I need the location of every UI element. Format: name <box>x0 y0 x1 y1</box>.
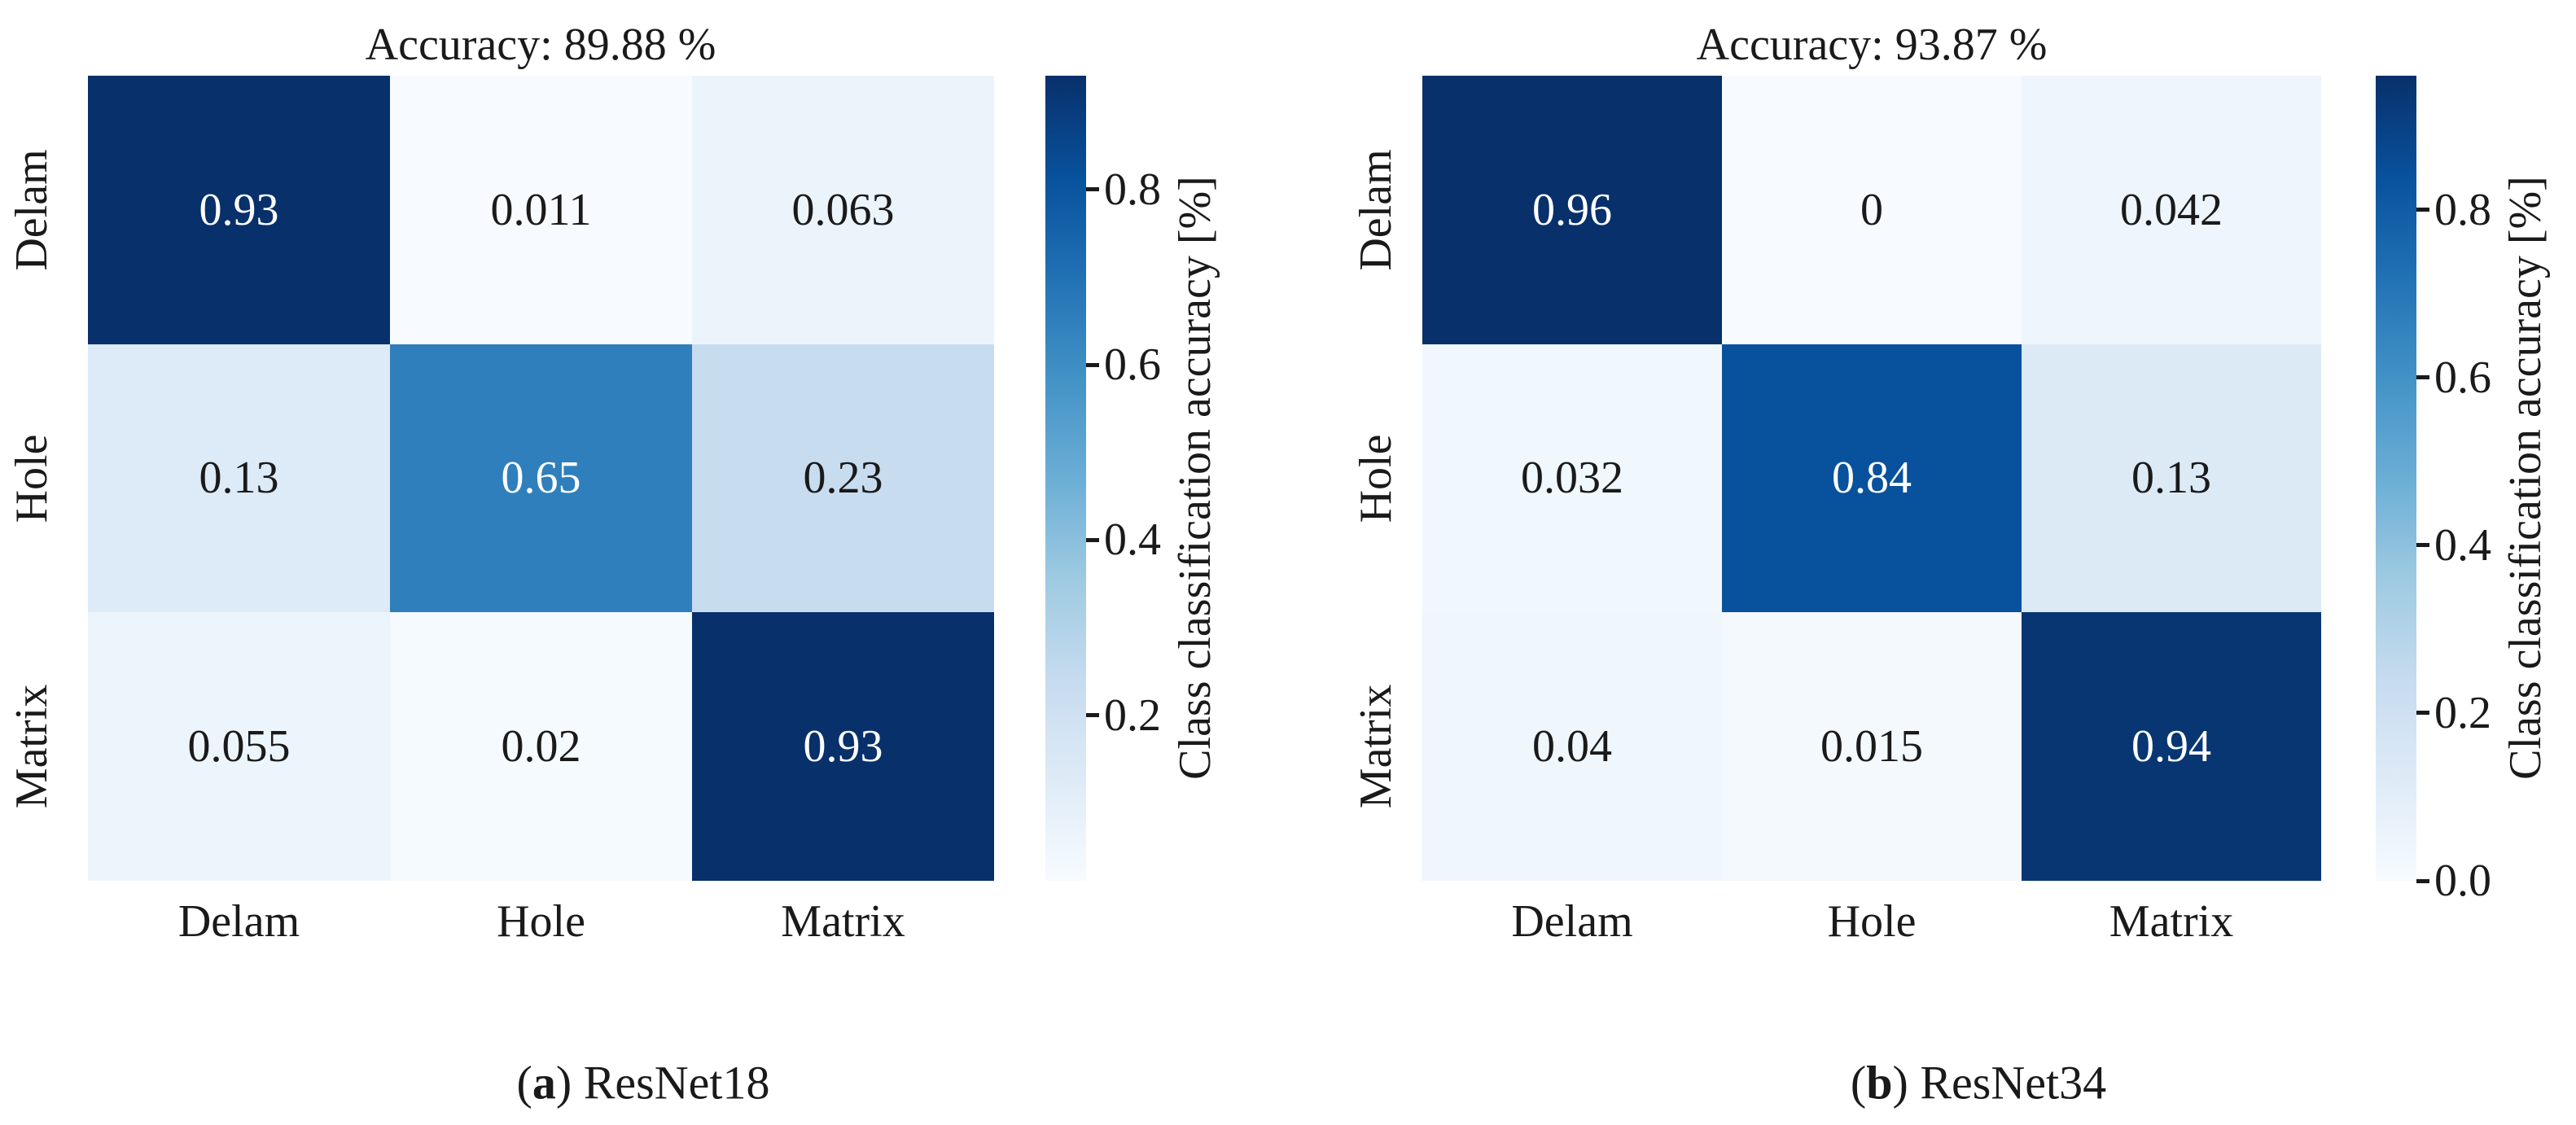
colorbar-tick-label: 0.6 <box>2434 352 2491 403</box>
x-tick-label: Delam <box>177 896 300 947</box>
heatmap-cell-Delam-Delam: 0.93 <box>88 76 390 344</box>
y-tick-label: Hole <box>1351 434 1401 523</box>
colorbar-tick-mark <box>2416 878 2429 883</box>
heatmap-cell-Delam-Hole: 0.011 <box>390 76 692 344</box>
heatmap-cell-Matrix-Hole: 0.015 <box>1722 612 2022 881</box>
heatmap-cell-Delam-Matrix: 0.042 <box>2022 76 2321 344</box>
heatmap-cell-Matrix-Matrix: 0.94 <box>2022 612 2321 881</box>
heatmap-cell-Hole-Hole: 0.84 <box>1722 344 2022 613</box>
colorbar-tick-label: 0.4 <box>1104 514 1161 566</box>
x-tick-label: Delam <box>1511 896 1633 947</box>
heatmap-cell-Hole-Matrix: 0.13 <box>2022 344 2321 613</box>
colorbar-tick-label: 0.8 <box>1104 164 1161 215</box>
colorbar-tick-mark <box>2416 711 2429 716</box>
colorbar <box>2376 76 2416 881</box>
colorbar-tick-label: 0.2 <box>2434 687 2491 738</box>
colorbar-tick-label: 0.2 <box>1104 689 1161 741</box>
heatmap-cell-Hole-Matrix: 0.23 <box>692 344 994 613</box>
caption-paren-open: ( <box>1850 1056 1867 1110</box>
caption-letter: a <box>532 1056 556 1110</box>
caption-paren-open: ( <box>516 1056 532 1110</box>
caption-text: ) ResNet34 <box>1892 1056 2107 1110</box>
heatmap-cell-Delam-Hole: 0 <box>1722 76 2022 344</box>
colorbar-tick-mark <box>2416 208 2429 212</box>
heatmap-cell-Hole-Delam: 0.032 <box>1422 344 1722 613</box>
caption-text: ) ResNet18 <box>555 1056 770 1110</box>
colorbar-tick-label: 0.6 <box>1104 339 1161 391</box>
x-tick-label: Matrix <box>781 896 905 947</box>
heatmap-cell-Hole-Delam: 0.13 <box>88 344 390 613</box>
heatmap-cell-Matrix-Matrix: 0.93 <box>692 612 994 881</box>
heatmap-cell-Matrix-Hole: 0.02 <box>390 612 692 881</box>
colorbar-tick-label: 0.4 <box>2434 519 2491 571</box>
subfigure-caption: (a) ResNet18 <box>517 1056 770 1110</box>
colorbar-tick-mark <box>1086 537 1099 542</box>
plot-title: Accuracy: 89.88 % <box>365 20 716 70</box>
heatmap-cell-Delam-Delam: 0.96 <box>1422 76 1722 344</box>
colorbar-tick-label: 0.0 <box>2434 856 2491 906</box>
heatmap-cell-Delam-Matrix: 0.063 <box>692 76 994 344</box>
y-tick-label: Delam <box>1351 149 1401 271</box>
colorbar-axis-label: Class classification accuracy [%] <box>2500 176 2551 780</box>
x-tick-label: Matrix <box>2109 896 2234 947</box>
subfigure-caption: (b) ResNet34 <box>1851 1056 2106 1110</box>
colorbar-tick-mark <box>1086 362 1099 367</box>
x-tick-label: Hole <box>497 896 585 947</box>
colorbar-tick-label: 0.8 <box>2434 184 2491 235</box>
caption-letter: b <box>1866 1056 1893 1110</box>
heatmap-cell-Hole-Hole: 0.65 <box>390 344 692 613</box>
plot-title: Accuracy: 93.87 % <box>1696 20 2048 70</box>
colorbar-tick-mark <box>1086 187 1099 192</box>
y-tick-label: Matrix <box>1351 684 1401 809</box>
heatmap-cell-Matrix-Delam: 0.055 <box>88 612 390 881</box>
colorbar-tick-mark <box>2416 543 2429 548</box>
x-tick-label: Hole <box>1827 896 1917 947</box>
heatmap-cell-Matrix-Delam: 0.04 <box>1422 612 1722 881</box>
colorbar-tick-mark <box>2416 375 2429 380</box>
colorbar-tick-mark <box>1086 713 1099 718</box>
colorbar <box>1045 76 1086 881</box>
